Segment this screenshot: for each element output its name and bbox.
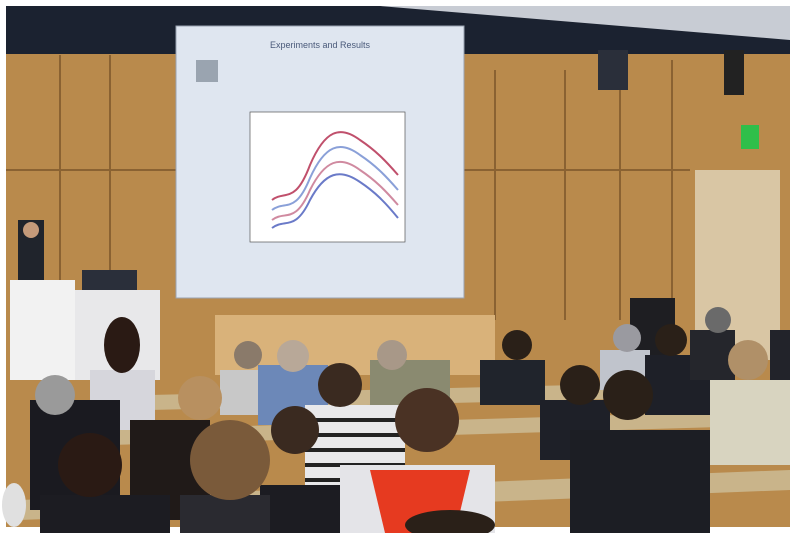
podium [10,280,75,380]
audience [2,307,790,533]
slide-logo [196,60,218,82]
slide-curves [271,131,399,229]
laptops [82,270,137,290]
exit-sign [741,125,759,149]
projector [598,50,628,90]
presenter-head [23,222,39,238]
speaker [724,50,744,95]
ceiling-light [380,6,790,40]
slide-title: Experiments and Results [270,40,371,50]
